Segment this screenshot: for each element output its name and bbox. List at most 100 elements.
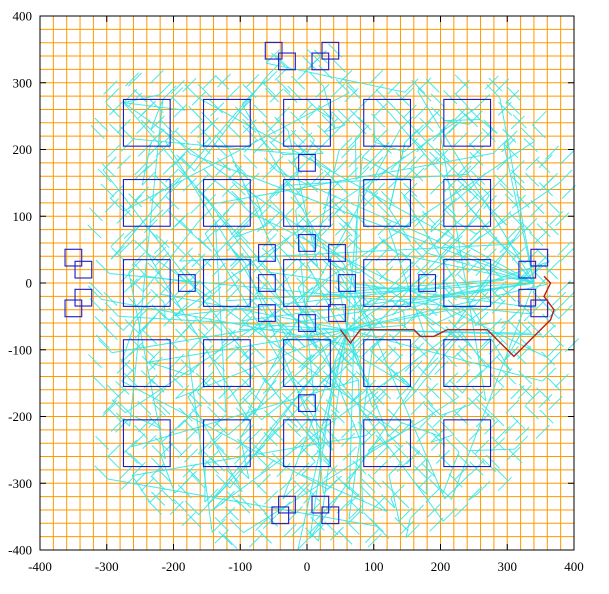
path-segment <box>190 120 205 135</box>
path-segment <box>346 135 361 150</box>
path-segment <box>234 165 249 180</box>
path-segment <box>226 490 241 505</box>
path-segment <box>454 262 469 277</box>
path-segment <box>435 148 450 163</box>
path-segment <box>328 491 343 506</box>
path-segment <box>367 433 401 452</box>
path-segment <box>168 307 183 322</box>
path-segment <box>554 373 569 388</box>
path-segment <box>454 343 469 358</box>
path-segment <box>383 240 398 255</box>
path-segment <box>296 370 311 385</box>
path-segment <box>204 233 334 451</box>
path-segment <box>559 150 574 165</box>
path-segment <box>179 247 194 262</box>
path-segment <box>131 379 359 448</box>
path-segment <box>546 343 561 358</box>
x-tick-label: -100 <box>228 559 252 574</box>
path-segment <box>173 498 188 513</box>
path-segment <box>374 446 389 461</box>
path-segment <box>545 199 560 214</box>
path-segment <box>109 316 124 331</box>
path-segment <box>97 168 112 183</box>
path-segment <box>181 512 196 527</box>
path-segment <box>424 156 439 171</box>
path-segment <box>129 452 144 467</box>
small-square <box>338 274 356 292</box>
y-tick-label: 400 <box>13 9 33 24</box>
path-segment <box>494 174 509 189</box>
path-segment <box>380 190 395 205</box>
path-segment <box>262 515 277 530</box>
path-segment <box>269 297 284 313</box>
x-tick-label: 100 <box>364 559 384 574</box>
path-segment <box>88 207 103 222</box>
path-segment <box>169 179 184 194</box>
path-segment <box>101 403 116 418</box>
path-segment <box>427 108 442 123</box>
path-segment <box>198 308 213 323</box>
small-square <box>298 153 316 172</box>
path-segment <box>141 171 156 186</box>
path-segment <box>457 345 472 360</box>
path-segment <box>396 253 535 284</box>
path-segment <box>320 406 335 421</box>
y-tick-label: 100 <box>13 209 33 224</box>
path-segment <box>216 181 246 205</box>
small-square <box>74 288 93 307</box>
path-segment <box>214 529 229 544</box>
path-segment <box>425 384 440 399</box>
path-segment <box>495 426 510 441</box>
path-segment <box>210 457 225 472</box>
path-segment <box>279 208 294 223</box>
path-segment <box>432 304 476 326</box>
path-segment <box>346 304 475 331</box>
path-segment <box>544 221 559 236</box>
path-segment <box>191 408 206 423</box>
path-segment <box>136 291 152 306</box>
path-segment <box>155 278 170 293</box>
path-segment <box>345 493 360 508</box>
path-segment <box>448 473 463 488</box>
path-segment <box>148 329 348 363</box>
path-segment <box>369 156 384 171</box>
path-segment <box>129 99 164 427</box>
small-square <box>264 41 283 60</box>
small-square <box>518 288 537 307</box>
path-segment <box>349 297 364 312</box>
path-segment <box>231 160 246 175</box>
path-segment <box>367 473 382 488</box>
path-segment <box>382 346 397 361</box>
path-segment <box>315 279 330 294</box>
path-segment <box>348 346 374 520</box>
path-segment <box>523 217 538 232</box>
path-segment <box>264 410 279 425</box>
path-segment <box>430 218 445 233</box>
path-segment <box>134 240 149 255</box>
path-segment <box>564 338 580 353</box>
path-segment <box>274 116 289 131</box>
path-segment <box>321 114 336 129</box>
path-segment <box>481 407 496 422</box>
path-segment <box>505 89 520 104</box>
path-segment <box>255 197 267 227</box>
path-segment <box>109 101 124 116</box>
path-segment <box>250 344 265 359</box>
path-segment <box>517 300 532 315</box>
path-segment <box>481 458 496 473</box>
path-segment <box>131 433 146 448</box>
path-segment <box>421 462 436 477</box>
path-segment <box>123 225 138 240</box>
path-segment <box>524 405 539 420</box>
path-segment <box>106 384 121 399</box>
path-segment <box>442 451 460 494</box>
y-tick-label: -100 <box>8 342 32 357</box>
path-segment <box>429 479 444 494</box>
path-segment <box>405 518 411 538</box>
path-segment <box>431 213 446 228</box>
path-segment <box>517 319 532 334</box>
path-segment <box>542 367 557 382</box>
x-tick-label: -200 <box>162 559 186 574</box>
path-segment <box>558 304 573 319</box>
path-segment <box>175 130 190 145</box>
